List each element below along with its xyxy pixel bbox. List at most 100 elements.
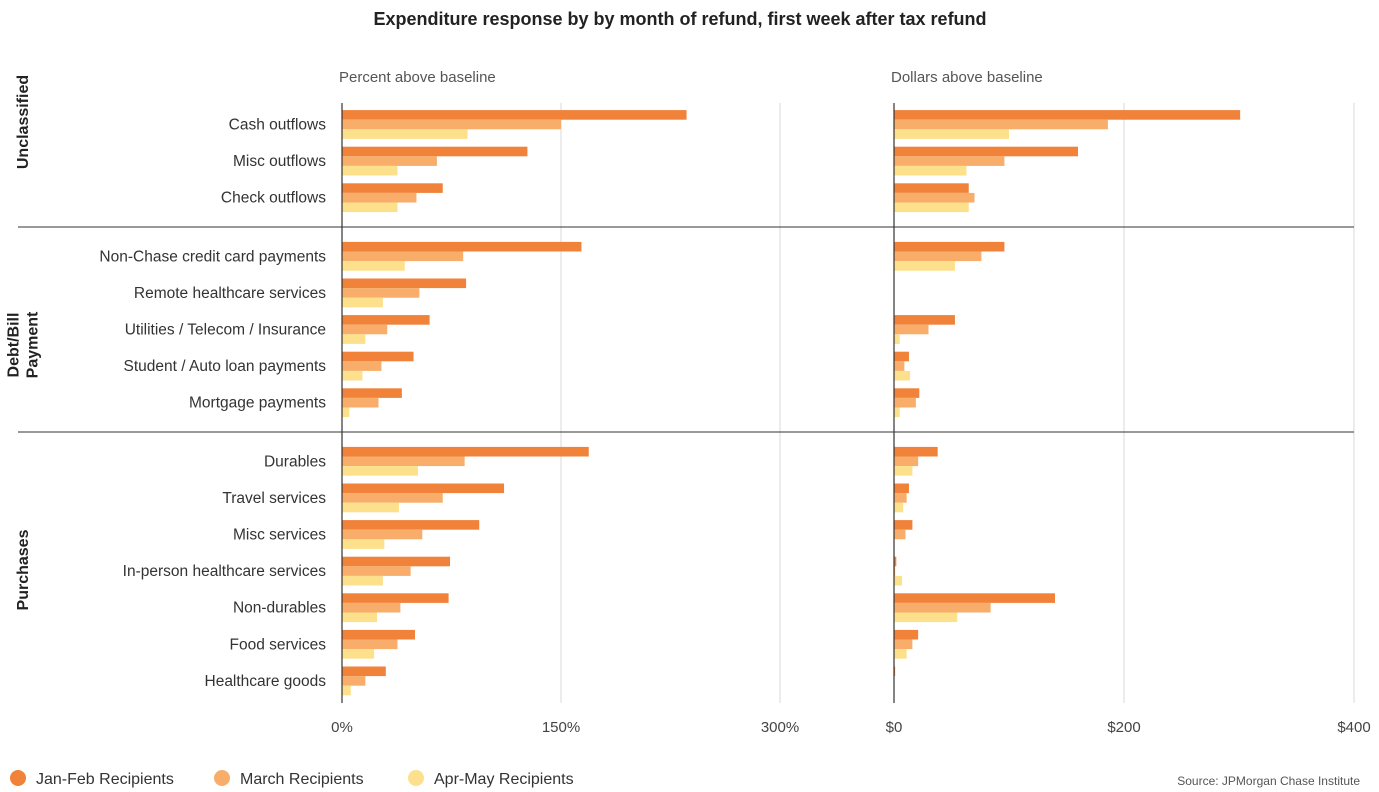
bar [894, 251, 982, 262]
bar [894, 556, 897, 567]
bar [894, 629, 919, 640]
bar [342, 612, 378, 623]
bar [894, 529, 906, 540]
bar [342, 119, 561, 130]
group-label: Debt/Bill [6, 313, 23, 378]
legend-marker [214, 770, 230, 786]
bar [342, 397, 379, 408]
group-label: Purchases [15, 529, 32, 610]
x-tick-label: $0 [886, 719, 903, 736]
bar [894, 407, 900, 418]
bar [894, 456, 919, 467]
bar [342, 407, 350, 418]
legend-marker [408, 770, 424, 786]
bar [894, 156, 1005, 166]
bar [342, 676, 366, 686]
bar [894, 593, 1055, 603]
bar [342, 666, 386, 677]
bar [894, 261, 955, 271]
panel-subtitle: Dollars above baseline [891, 69, 1043, 86]
bar [894, 110, 1241, 120]
bar [894, 639, 913, 650]
bar [894, 520, 913, 530]
x-tick-label: $200 [1107, 719, 1140, 736]
bar [894, 502, 904, 513]
bar [342, 520, 480, 530]
category-label: Check outflows [221, 190, 326, 207]
x-tick-label: 150% [542, 719, 580, 736]
legend-marker [10, 770, 26, 786]
bar [894, 202, 969, 213]
category-label: Food services [230, 636, 327, 653]
x-tick-label: $400 [1337, 719, 1370, 736]
bar [894, 446, 938, 457]
category-label: Remote healthcare services [134, 285, 326, 302]
category-label: Mortgage payments [189, 395, 326, 412]
bar [894, 146, 1078, 157]
panel-subtitle: Percent above baseline [339, 69, 496, 86]
bar [342, 466, 418, 476]
category-label: Durables [264, 453, 326, 470]
bar [894, 483, 909, 494]
group-label-container: Unclassified [15, 75, 32, 169]
bar [342, 202, 398, 213]
bar [342, 502, 399, 513]
bar [894, 466, 913, 476]
category-label: Non-Chase credit card payments [99, 248, 326, 265]
bar [342, 165, 398, 176]
category-label: Non-durables [233, 600, 326, 617]
bar [894, 612, 958, 623]
bar [894, 575, 903, 586]
bar [342, 370, 363, 381]
bar [342, 351, 414, 362]
group-label-container: Debt/Bill Payment [6, 311, 42, 378]
bar [342, 110, 687, 120]
bar [342, 639, 398, 650]
bar [342, 593, 449, 603]
bar [894, 602, 991, 613]
legend-label: Apr-May Recipients [434, 771, 574, 788]
category-label: Healthcare goods [205, 673, 327, 690]
bar [342, 456, 465, 467]
category-label: Student / Auto loan payments [124, 358, 327, 375]
plot-area: 0% 150% 300% Percent above baseline $0 $200 $4… [6, 69, 1371, 736]
bar [342, 685, 351, 696]
bar [894, 183, 969, 193]
bar [894, 397, 916, 408]
bar [342, 261, 405, 271]
x-tick-label: 300% [761, 719, 799, 736]
bar [342, 529, 423, 540]
legend-label: Jan-Feb Recipients [36, 771, 174, 788]
category-label: Misc services [233, 527, 326, 544]
bar [342, 297, 383, 308]
bar [342, 483, 505, 494]
bar [894, 351, 909, 362]
bar [894, 649, 907, 659]
bar [342, 129, 468, 139]
bar [342, 251, 464, 262]
bar [342, 493, 443, 503]
bar [342, 575, 383, 586]
category-label: Travel services [222, 490, 326, 507]
legend-label: March Recipients [240, 771, 364, 788]
bar [342, 566, 411, 576]
bar [342, 278, 467, 289]
group-label-container: Purchases [15, 529, 32, 610]
bar [342, 388, 402, 398]
bar [342, 241, 582, 252]
bar [342, 288, 420, 298]
bar [894, 241, 1005, 252]
bar [894, 361, 905, 371]
x-tick-label: 0% [331, 719, 353, 736]
bar [342, 446, 589, 457]
bar [342, 146, 528, 157]
bar [342, 315, 430, 325]
group-label: Payment [25, 311, 42, 378]
category-label: Utilities / Telecom / Insurance [125, 322, 326, 339]
bar [894, 334, 900, 344]
bar [342, 361, 382, 371]
bar [894, 370, 911, 381]
bar [342, 324, 388, 335]
bar [894, 119, 1108, 130]
bar [894, 192, 975, 203]
